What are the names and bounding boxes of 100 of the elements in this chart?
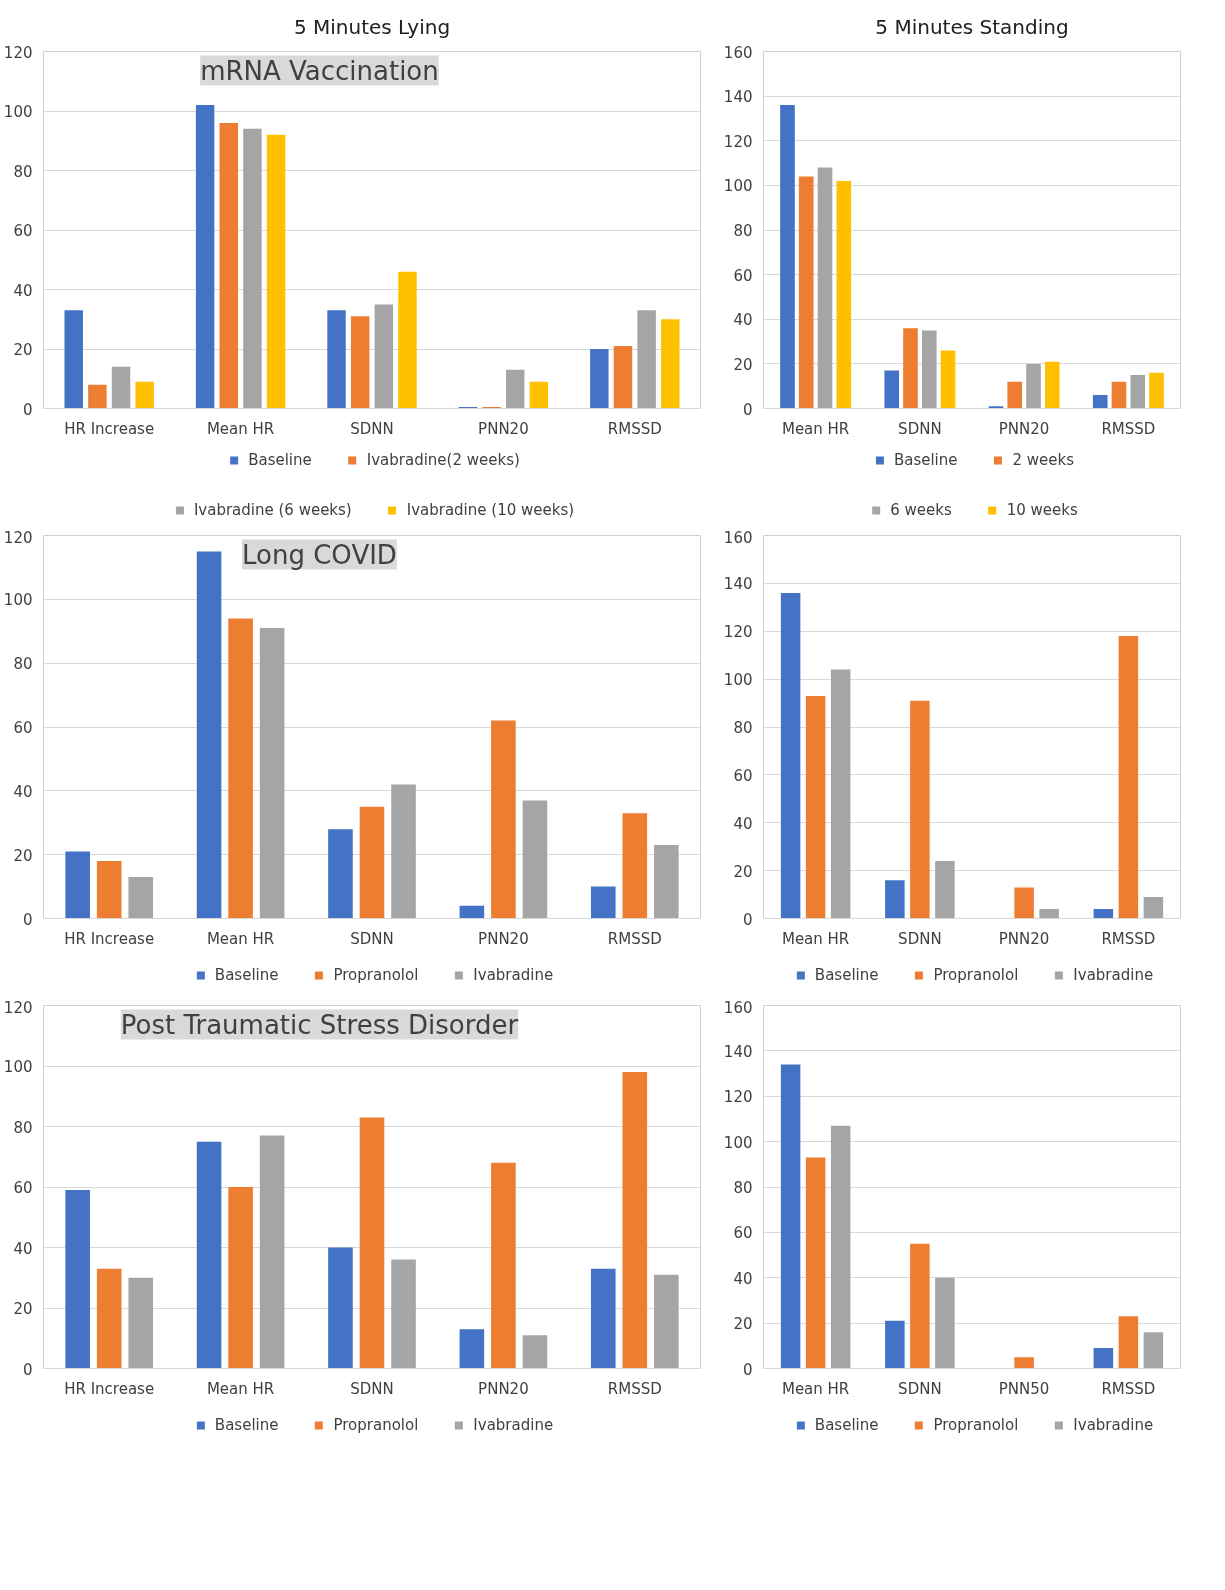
y-tick-label: 20	[13, 846, 33, 865]
x-tick-label: SDNN	[350, 929, 394, 948]
legend-label: Baseline	[814, 1416, 879, 1434]
y-tick-label: 20	[13, 1300, 33, 1318]
chart-title: Long COVID	[242, 539, 397, 570]
y-tick-label: 140	[723, 575, 753, 594]
x-tick-label: PNN20	[478, 929, 529, 948]
legend-label: Ivabradine(2 weeks)	[366, 451, 520, 469]
y-tick-label: 40	[13, 1239, 33, 1258]
text: 5 Minutes Standing	[875, 15, 1069, 39]
x-tick-label: RMSSD	[1101, 929, 1156, 948]
legend-label: Baseline	[214, 966, 279, 984]
chart-title: Post Traumatic Stress Disorder	[120, 1009, 519, 1040]
legend-label: Baseline	[214, 1416, 279, 1434]
x-tick-label: HR Increase	[64, 1379, 155, 1398]
x-tick-label: HR Increase	[64, 419, 155, 438]
y-tick-label: 60	[13, 222, 33, 240]
y-tick-label: 160	[723, 998, 753, 1017]
text: 5 Minutes Lying	[293, 15, 451, 39]
y-tick-label: 100	[723, 177, 753, 196]
x-tick-label: SDNN	[350, 1379, 394, 1398]
x-tick-label: PNN20	[478, 419, 529, 438]
y-tick-label: 20	[13, 341, 33, 359]
legend-label: 6 weeks	[890, 501, 952, 519]
x-tick-label: SDNN	[898, 1379, 942, 1398]
x-tick-label: Mean HR	[206, 929, 275, 948]
y-tick-label: 40	[733, 311, 753, 330]
y-tick-label: 120	[723, 132, 753, 151]
x-tick-label: SDNN	[350, 419, 394, 438]
legend-label: Propranolol	[933, 1416, 1019, 1434]
y-tick-label: 20	[733, 1315, 753, 1334]
y-tick-label: 0	[742, 1360, 753, 1379]
x-tick-label: PNN20	[998, 419, 1050, 438]
y-tick-label: 120	[3, 998, 33, 1017]
x-tick-label: RMSSD	[607, 1379, 662, 1398]
y-tick-label: 40	[733, 814, 753, 833]
x-tick-label: Mean HR	[206, 419, 275, 438]
x-tick-label: RMSSD	[607, 929, 662, 948]
legend-label: Baseline	[893, 451, 958, 469]
y-tick-label: 60	[13, 719, 33, 737]
y-tick-label: 60	[733, 766, 753, 785]
y-tick-label: 80	[13, 162, 33, 181]
legend-label: Ivabradine	[473, 966, 554, 984]
x-tick-label: HR Increase	[64, 929, 155, 948]
legend-label: Ivabradine	[1073, 966, 1154, 984]
y-tick-label: 160	[723, 43, 753, 62]
y-tick-label: 80	[733, 222, 753, 240]
legend-label: Baseline	[814, 966, 879, 984]
y-tick-label: 0	[742, 400, 753, 419]
y-tick-label: 160	[723, 528, 753, 547]
legend-label: Propranolol	[333, 966, 419, 984]
y-tick-label: 0	[22, 400, 33, 419]
y-tick-label: 60	[13, 1179, 33, 1197]
y-tick-label: 120	[723, 623, 753, 642]
x-tick-label: Mean HR	[781, 419, 850, 438]
y-tick-label: 100	[3, 103, 33, 121]
y-tick-label: 140	[723, 1042, 753, 1061]
x-tick-label: SDNN	[898, 929, 942, 948]
x-tick-label: RMSSD	[1101, 419, 1156, 438]
legend-label: Baseline	[248, 451, 312, 469]
y-tick-label: 20	[733, 355, 753, 374]
x-tick-label: PNN20	[998, 929, 1050, 948]
y-tick-label: 40	[13, 782, 33, 801]
y-tick-label: 80	[733, 719, 753, 737]
y-tick-label: 140	[723, 88, 753, 107]
chart-title: mRNA Vaccination	[200, 55, 439, 86]
legend-label: 2 weeks	[1012, 451, 1075, 469]
legend-label: Propranolol	[333, 1416, 419, 1434]
y-tick-label: 80	[13, 1118, 33, 1137]
x-tick-label: Mean HR	[206, 1379, 275, 1398]
y-tick-label: 100	[3, 591, 33, 610]
x-tick-label: Mean HR	[781, 1379, 850, 1398]
x-tick-label: PNN50	[998, 1379, 1050, 1398]
y-tick-label: 40	[733, 1269, 753, 1288]
y-tick-label: 20	[733, 862, 753, 881]
y-tick-label: 0	[742, 910, 753, 929]
x-tick-label: SDNN	[898, 419, 942, 438]
x-tick-label: RMSSD	[1101, 1379, 1156, 1398]
y-tick-label: 0	[22, 1360, 33, 1379]
legend-label: Ivabradine	[473, 1416, 554, 1434]
legend-label: Ivabradine	[1073, 1416, 1154, 1434]
y-tick-label: 0	[22, 910, 33, 929]
y-tick-label: 40	[13, 281, 33, 300]
x-tick-label: RMSSD	[607, 419, 662, 438]
legend-label: 10 weeks	[1006, 501, 1078, 519]
x-tick-label: Mean HR	[781, 929, 850, 948]
y-tick-label: 100	[3, 1058, 33, 1076]
x-tick-label: PNN20	[478, 1379, 529, 1398]
y-tick-label: 120	[3, 528, 33, 547]
y-tick-label: 80	[733, 1179, 753, 1197]
y-tick-label: 120	[723, 1088, 753, 1107]
legend-label: Ivabradine (10 weeks)	[406, 501, 575, 519]
y-tick-label: 100	[723, 671, 753, 690]
y-tick-label: 60	[733, 1224, 753, 1243]
y-tick-label: 120	[3, 43, 33, 62]
legend-label: Ivabradine (6 weeks)	[193, 501, 352, 519]
y-tick-label: 60	[733, 266, 753, 285]
y-tick-label: 80	[13, 655, 33, 674]
y-tick-label: 100	[723, 1133, 753, 1152]
legend-label: Propranolol	[933, 966, 1019, 984]
